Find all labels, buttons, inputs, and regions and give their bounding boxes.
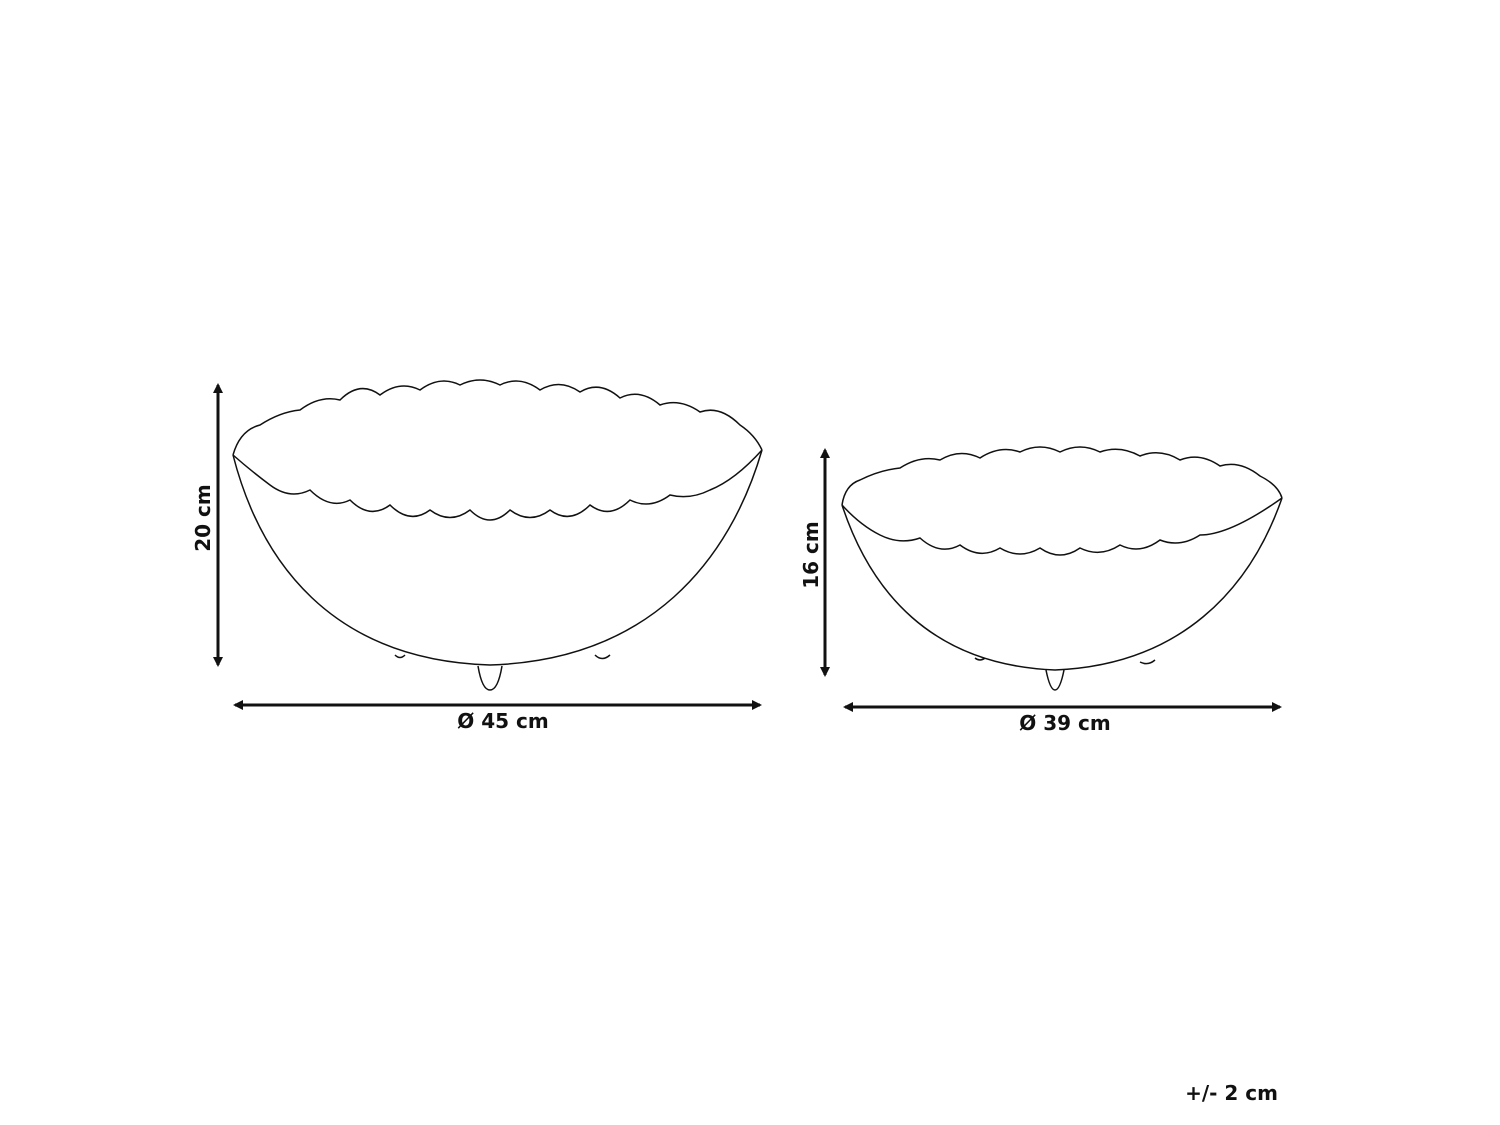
bowl-small xyxy=(841,446,1283,691)
height-label: 20 cm xyxy=(191,484,215,552)
diameter-label: Ø 39 cm xyxy=(1019,711,1110,735)
height-label: 16 cm xyxy=(799,521,823,589)
bowl-large xyxy=(232,379,763,691)
diameter-label: Ø 45 cm xyxy=(457,709,548,733)
tolerance-note: +/- 2 cm xyxy=(1185,1081,1278,1105)
